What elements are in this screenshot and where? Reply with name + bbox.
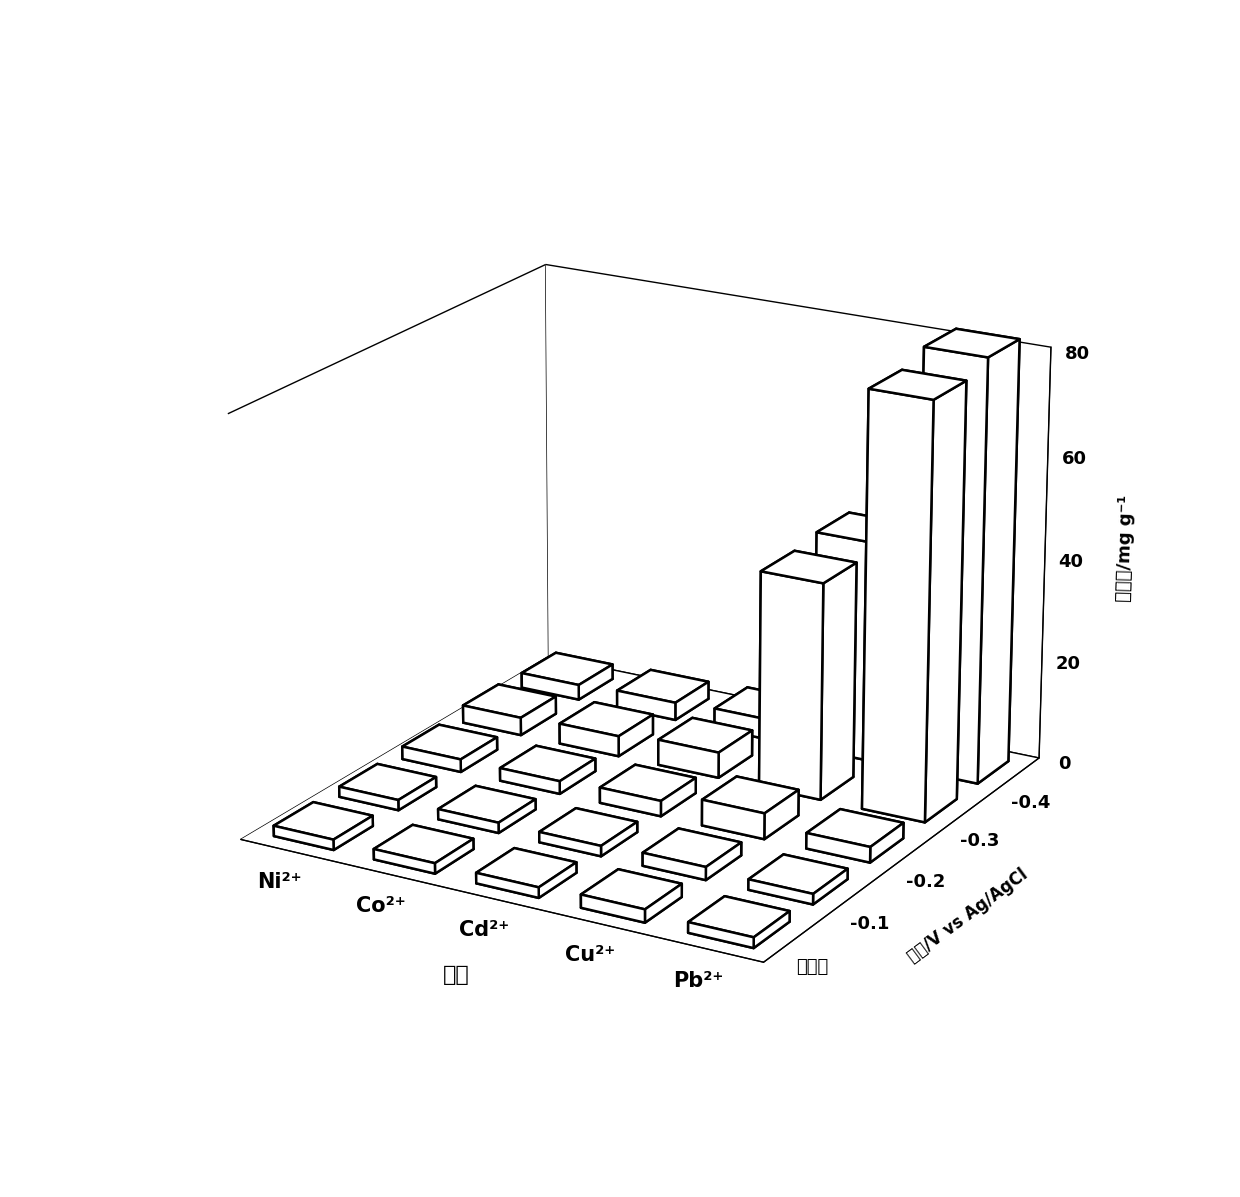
X-axis label: 元素: 元素 [443,965,470,985]
Y-axis label: 电压/V vs Ag/AgCl: 电压/V vs Ag/AgCl [904,865,1032,966]
